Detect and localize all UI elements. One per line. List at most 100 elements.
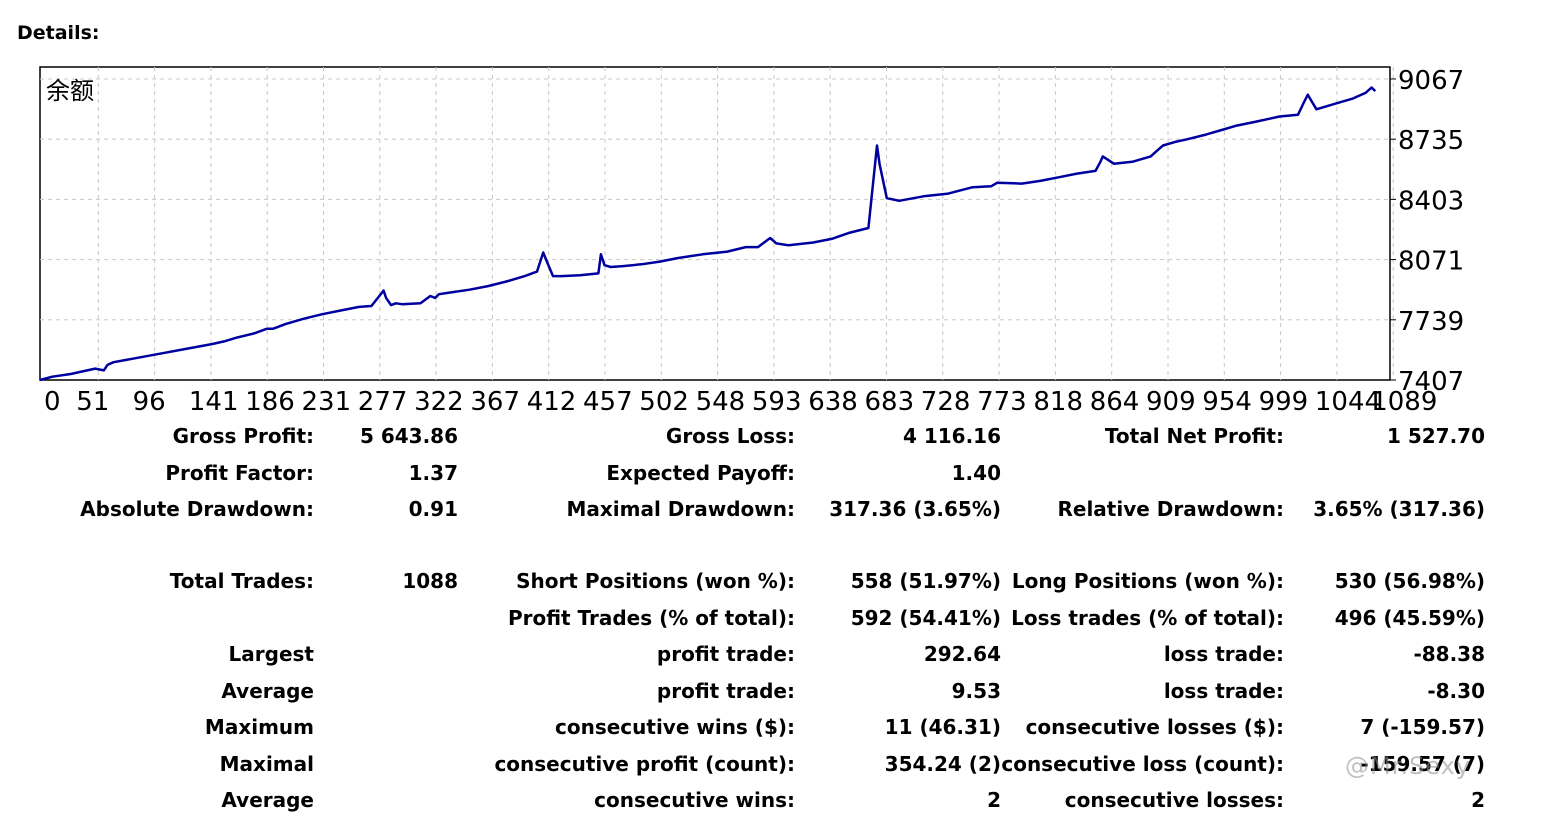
details-title: Details: (17, 22, 100, 44)
avg-consec-wins-value: 2 (987, 788, 1001, 812)
gross-profit-value: 5 643.86 (359, 424, 458, 448)
x-tick-label: 502 (639, 387, 689, 417)
average-loss-value: -8.30 (1427, 679, 1485, 703)
y-tick-label: 8071 (1398, 247, 1464, 277)
maximal-consec-loss-label: consecutive loss (count): (1001, 752, 1284, 776)
stats-row-maximum: Maximum consecutive wins ($): 11 (46.31)… (0, 715, 1543, 745)
max-consec-wins-label: consecutive wins ($): (554, 715, 795, 739)
watermark: @Mr.Sexy (1345, 752, 1471, 780)
profit-trades-value: 592 (54.41%) (850, 606, 1001, 630)
total-trades-value: 1088 (402, 569, 458, 593)
long-positions-value: 530 (56.98%) (1334, 569, 1485, 593)
expected-payoff-label: Expected Payoff: (606, 461, 795, 485)
x-tick-label: 909 (1146, 387, 1196, 417)
largest-profit-label: profit trade: (656, 642, 795, 666)
x-tick-label: 728 (921, 387, 971, 417)
stats-row-largest: Largest profit trade: 292.64 loss trade:… (0, 642, 1543, 672)
maximal-consec-profit-label: consecutive profit (count): (494, 752, 795, 776)
x-tick-label: 864 (1090, 387, 1140, 417)
x-tick-label: 1044 (1315, 387, 1381, 417)
avg-consec-losses-label: consecutive losses: (1064, 788, 1284, 812)
x-tick-label: 186 (245, 387, 295, 417)
x-tick-label: 1089 (1371, 387, 1437, 417)
x-tick-label: 638 (808, 387, 858, 417)
stats-row-gross: Gross Profit: 5 643.86 Gross Loss: 4 116… (0, 424, 1543, 454)
average2-label: Average (221, 788, 314, 812)
largest-loss-value: -88.38 (1413, 642, 1485, 666)
x-tick-label: 141 (189, 387, 239, 417)
total-net-profit-label: Total Net Profit: (1104, 424, 1284, 448)
y-tick-label: 8403 (1398, 186, 1464, 216)
average-loss-label: loss trade: (1163, 679, 1284, 703)
y-tick-label: 7407 (1398, 367, 1464, 397)
stats-row-factor: Profit Factor: 1.37 Expected Payoff: 1.4… (0, 461, 1543, 491)
x-tick-label: 96 (133, 387, 166, 417)
max-consec-wins-value: 11 (46.31) (884, 715, 1001, 739)
largest-loss-label: loss trade: (1163, 642, 1284, 666)
max-consec-losses-value: 7 (-159.57) (1360, 715, 1485, 739)
stats-row-drawdown: Absolute Drawdown: 0.91 Maximal Drawdown… (0, 497, 1543, 527)
stats-row-profit-loss-trades: Profit Trades (% of total): 592 (54.41%)… (0, 606, 1543, 636)
average-label: Average (221, 679, 314, 703)
maximal-consec-profit-value: 354.24 (2) (884, 752, 1001, 776)
x-tick-label: 954 (1202, 387, 1252, 417)
profit-trades-label: Profit Trades (% of total): (507, 606, 795, 630)
total-trades-label: Total Trades: (169, 569, 314, 593)
chart-plot-area (39, 66, 1391, 381)
total-net-profit-value: 1 527.70 (1386, 424, 1485, 448)
x-tick-label: 457 (583, 387, 633, 417)
chart-grid (40, 67, 1394, 380)
x-tick-label: 412 (527, 387, 577, 417)
x-tick-label: 322 (414, 387, 464, 417)
y-tick-label: 7739 (1398, 307, 1464, 337)
max-consec-losses-label: consecutive losses ($): (1025, 715, 1284, 739)
expected-payoff-value: 1.40 (951, 461, 1001, 485)
loss-trades-value: 496 (45.59%) (1334, 606, 1485, 630)
relative-drawdown-label: Relative Drawdown: (1057, 497, 1284, 521)
x-tick-label: 0 (44, 387, 61, 417)
stats-row-average-consec: Average consecutive wins: 2 consecutive … (0, 788, 1543, 818)
profit-factor-value: 1.37 (408, 461, 458, 485)
gross-loss-label: Gross Loss: (665, 424, 795, 448)
avg-consec-wins-label: consecutive wins: (594, 788, 795, 812)
x-tick-label: 773 (977, 387, 1027, 417)
gross-profit-label: Gross Profit: (172, 424, 314, 448)
short-positions-label: Short Positions (won %): (516, 569, 795, 593)
short-positions-value: 558 (51.97%) (850, 569, 1001, 593)
balance-line (39, 86, 1377, 382)
maximal-drawdown-label: Maximal Drawdown: (566, 497, 795, 521)
x-tick-label: 593 (752, 387, 802, 417)
y-axis-ticks: 9067 8735 8403 8071 7739 7407 (1390, 66, 1464, 397)
y-tick-label: 9067 (1398, 66, 1464, 96)
largest-label: Largest (228, 642, 314, 666)
maximal-drawdown-value: 317.36 (3.65%) (829, 497, 1001, 521)
profit-factor-label: Profit Factor: (165, 461, 314, 485)
stats-row-trades: Total Trades: 1088 Short Positions (won … (0, 569, 1543, 599)
chart-title: 余额 (46, 77, 94, 105)
stats-row-maximal: Maximal consecutive profit (count): 354.… (0, 752, 1543, 782)
average-profit-value: 9.53 (951, 679, 1001, 703)
x-tick-label: 548 (696, 387, 746, 417)
x-tick-label: 51 (76, 387, 109, 417)
x-tick-label: 999 (1259, 387, 1309, 417)
maximum-label: Maximum (204, 715, 314, 739)
largest-profit-value: 292.64 (923, 642, 1001, 666)
y-tick-label: 8735 (1398, 126, 1464, 156)
maximal-label: Maximal (219, 752, 314, 776)
maximal-consec-loss-value: -159.57 (7) (1360, 752, 1485, 776)
absolute-drawdown-value: 0.91 (408, 497, 458, 521)
average-profit-label: profit trade: (656, 679, 795, 703)
x-tick-label: 818 (1033, 387, 1083, 417)
x-axis-ticks: 0 51 96 141 186 231 277 322 367 412 457 502 548 593 63… (44, 387, 1437, 417)
absolute-drawdown-label: Absolute Drawdown: (80, 497, 314, 521)
x-tick-label: 231 (302, 387, 352, 417)
x-tick-label: 683 (865, 387, 915, 417)
long-positions-label: Long Positions (won %): (1011, 569, 1284, 593)
balance-chart: 9067 8735 8403 8071 7739 7407 0 51 96 141 186 231 2… (39, 66, 1464, 417)
stats-row-average: Average profit trade: 9.53 loss trade: -… (0, 679, 1543, 709)
x-tick-label: 277 (358, 387, 408, 417)
loss-trades-label: Loss trades (% of total): (1011, 606, 1284, 630)
relative-drawdown-value: 3.65% (317.36) (1313, 497, 1485, 521)
x-tick-label: 367 (470, 387, 520, 417)
